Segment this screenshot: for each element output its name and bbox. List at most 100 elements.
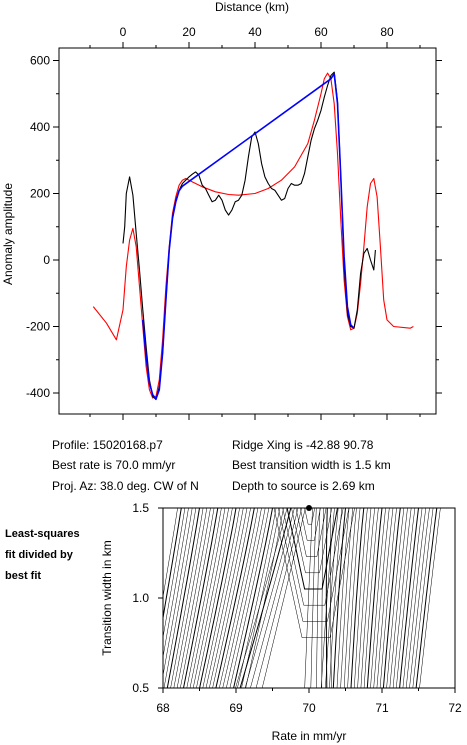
side-note-line-1: Least-squares <box>5 528 80 540</box>
profile-x-tick-label: 0 <box>120 25 127 39</box>
contour-line <box>235 508 288 688</box>
contour-line <box>173 508 208 688</box>
contour-line <box>415 508 438 688</box>
contour-line <box>176 508 211 688</box>
side-note-line-2: fit divided by <box>5 549 73 561</box>
ridge-crossing-text: Ridge Xing is -42.88 90.78 <box>232 438 374 452</box>
contour-line <box>250 508 299 688</box>
contour-line-closed <box>282 508 344 606</box>
contour-line <box>189 508 226 688</box>
contour-line <box>244 508 295 688</box>
contour-x-tick-label: 71 <box>375 701 389 715</box>
contour-line <box>321 508 324 688</box>
profile-y-tick-label: -200 <box>26 320 50 334</box>
profile-x-axis-title: Distance (km) <box>215 0 289 14</box>
contour-line <box>199 508 237 688</box>
contour-line <box>366 508 383 688</box>
contour-line <box>389 508 408 688</box>
contour-line <box>163 508 197 688</box>
profile-y-tick-label: 200 <box>30 187 50 201</box>
contour-line <box>186 508 222 688</box>
contour-x-tick-label: 70 <box>302 701 316 715</box>
contour-line <box>373 508 390 688</box>
contour-line <box>205 508 244 688</box>
contour-line <box>241 508 281 688</box>
contour-line <box>329 508 343 688</box>
contour-line <box>376 508 394 688</box>
contour-line <box>340 508 354 688</box>
contour-line <box>370 508 386 688</box>
contour-line <box>419 508 441 688</box>
contour-x-axis-title: Rate in mm/yr <box>272 729 347 743</box>
contour-line-closed <box>291 508 333 574</box>
contour-line-closed <box>295 508 327 557</box>
contour-line <box>360 508 375 688</box>
contour-chart: 68 69 70 71 72 0.5 1.0 1.5 Rate in mm/yr Transi… <box>100 501 462 743</box>
contour-line <box>222 508 262 688</box>
contour-x-tick-label: 68 <box>156 701 170 715</box>
profile-series-1 <box>92 72 414 399</box>
contour-line-closed <box>286 508 338 590</box>
contour-line <box>357 508 372 688</box>
profile-x-tick-label: 60 <box>314 25 328 39</box>
contour-line <box>202 508 240 688</box>
contour-line <box>245 508 284 688</box>
contour-line <box>212 508 251 688</box>
contour-line <box>325 508 339 688</box>
depth-to-source-text: Depth to source is 2.69 km <box>232 479 375 493</box>
contour-line <box>215 508 255 688</box>
contour-line <box>196 508 233 688</box>
contour-line <box>233 508 273 688</box>
contour-line <box>347 508 361 688</box>
contour-lines <box>163 508 441 688</box>
contour-line <box>402 508 423 688</box>
profile-x-tick-label: 40 <box>248 25 262 39</box>
contour-line-closed <box>299 508 321 541</box>
contour-line <box>166 508 200 688</box>
contour-line <box>354 508 368 688</box>
contour-y-tick-label: 1.5 <box>132 501 149 515</box>
profile-y-tick-label: -400 <box>26 386 50 400</box>
profile-y-tick-label: 600 <box>30 54 50 68</box>
contour-line <box>226 508 266 688</box>
contour-ticks: 68 69 70 71 72 0.5 1.0 1.5 <box>132 501 462 715</box>
contour-line <box>163 508 178 599</box>
profile-plot-frame <box>58 47 437 415</box>
contour-line <box>255 508 302 688</box>
contour-line <box>412 508 434 688</box>
contour-line <box>405 508 427 688</box>
contour-line-closed <box>304 508 315 525</box>
contour-line <box>399 508 419 688</box>
contour-line <box>304 508 313 688</box>
contour-line <box>343 508 357 688</box>
contour-line <box>209 508 248 688</box>
contour-line <box>386 508 405 688</box>
contour-line <box>363 508 379 688</box>
contour-line <box>350 508 365 688</box>
side-note-line-3: best fit <box>5 570 42 582</box>
contour-y-tick-label: 1.0 <box>132 591 149 605</box>
profile-y-axis-title: Anomaly amplitude <box>1 183 15 285</box>
contour-line-closed <box>273 508 355 638</box>
contour-line <box>239 508 292 688</box>
best-rate-text: Best rate is 70.0 mm/yr <box>52 458 176 472</box>
profile-y-tick-label: 0 <box>43 253 50 267</box>
profile-y-tick-label: 400 <box>30 120 50 134</box>
contour-line <box>310 508 317 688</box>
profile-chart: Distance (km) Anomaly amplitude 0 20 40 60 8… <box>1 0 442 420</box>
contour-line <box>316 508 321 688</box>
contour-line <box>261 508 306 688</box>
side-note: Least-squares fit divided by best fit <box>5 524 80 587</box>
contour-plot-frame <box>162 507 456 689</box>
contour-line <box>379 508 397 688</box>
contour-line <box>229 508 270 688</box>
contour-line <box>409 508 430 688</box>
contour-line <box>163 508 193 677</box>
best-transition-width-text: Best transition width is 1.5 km <box>232 458 391 472</box>
contour-line <box>336 508 350 688</box>
contour-y-tick-label: 0.5 <box>132 681 149 695</box>
contour-line <box>163 508 189 659</box>
contour-line <box>192 508 229 688</box>
contour-line-closed <box>278 508 350 622</box>
